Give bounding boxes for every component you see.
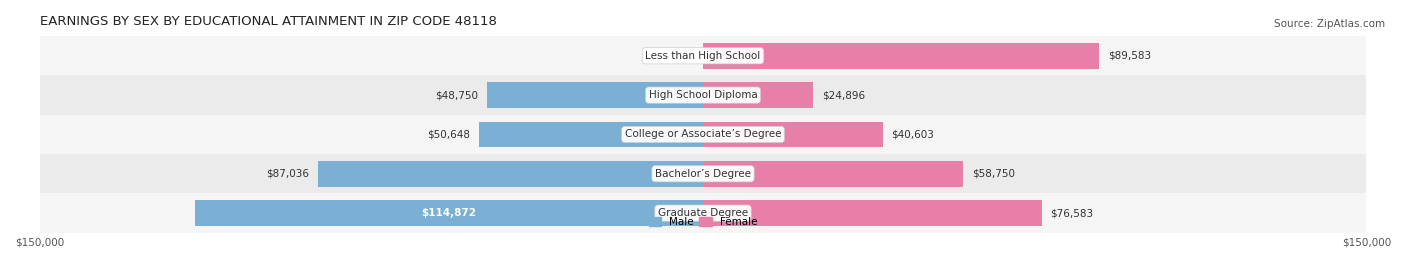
Bar	[39, 193, 1367, 233]
Bar	[488, 82, 703, 108]
Text: $40,603: $40,603	[891, 129, 934, 139]
Bar	[703, 200, 1042, 226]
Text: Less than High School: Less than High School	[645, 51, 761, 61]
Text: $76,583: $76,583	[1050, 208, 1094, 218]
Text: $48,750: $48,750	[436, 90, 478, 100]
Text: $87,036: $87,036	[266, 169, 309, 179]
Text: College or Associate’s Degree: College or Associate’s Degree	[624, 129, 782, 139]
Text: Source: ZipAtlas.com: Source: ZipAtlas.com	[1274, 19, 1385, 29]
Legend: Male, Female: Male, Female	[644, 213, 762, 232]
Text: Graduate Degree: Graduate Degree	[658, 208, 748, 218]
Text: $58,750: $58,750	[972, 169, 1015, 179]
Bar	[195, 200, 703, 226]
Text: $24,896: $24,896	[823, 90, 865, 100]
Bar	[39, 36, 1367, 76]
Bar	[703, 82, 813, 108]
Text: $50,648: $50,648	[427, 129, 470, 139]
Bar	[39, 76, 1367, 115]
Bar	[39, 115, 1367, 154]
Text: EARNINGS BY SEX BY EDUCATIONAL ATTAINMENT IN ZIP CODE 48118: EARNINGS BY SEX BY EDUCATIONAL ATTAINMEN…	[39, 15, 496, 28]
Text: Bachelor’s Degree: Bachelor’s Degree	[655, 169, 751, 179]
Text: High School Diploma: High School Diploma	[648, 90, 758, 100]
Bar	[703, 122, 883, 147]
Bar	[318, 161, 703, 187]
Text: $89,583: $89,583	[1108, 51, 1152, 61]
Bar	[703, 43, 1099, 69]
Text: $114,872: $114,872	[422, 208, 477, 218]
Text: $0: $0	[676, 51, 690, 61]
Bar	[479, 122, 703, 147]
Bar	[703, 161, 963, 187]
Bar	[39, 154, 1367, 193]
